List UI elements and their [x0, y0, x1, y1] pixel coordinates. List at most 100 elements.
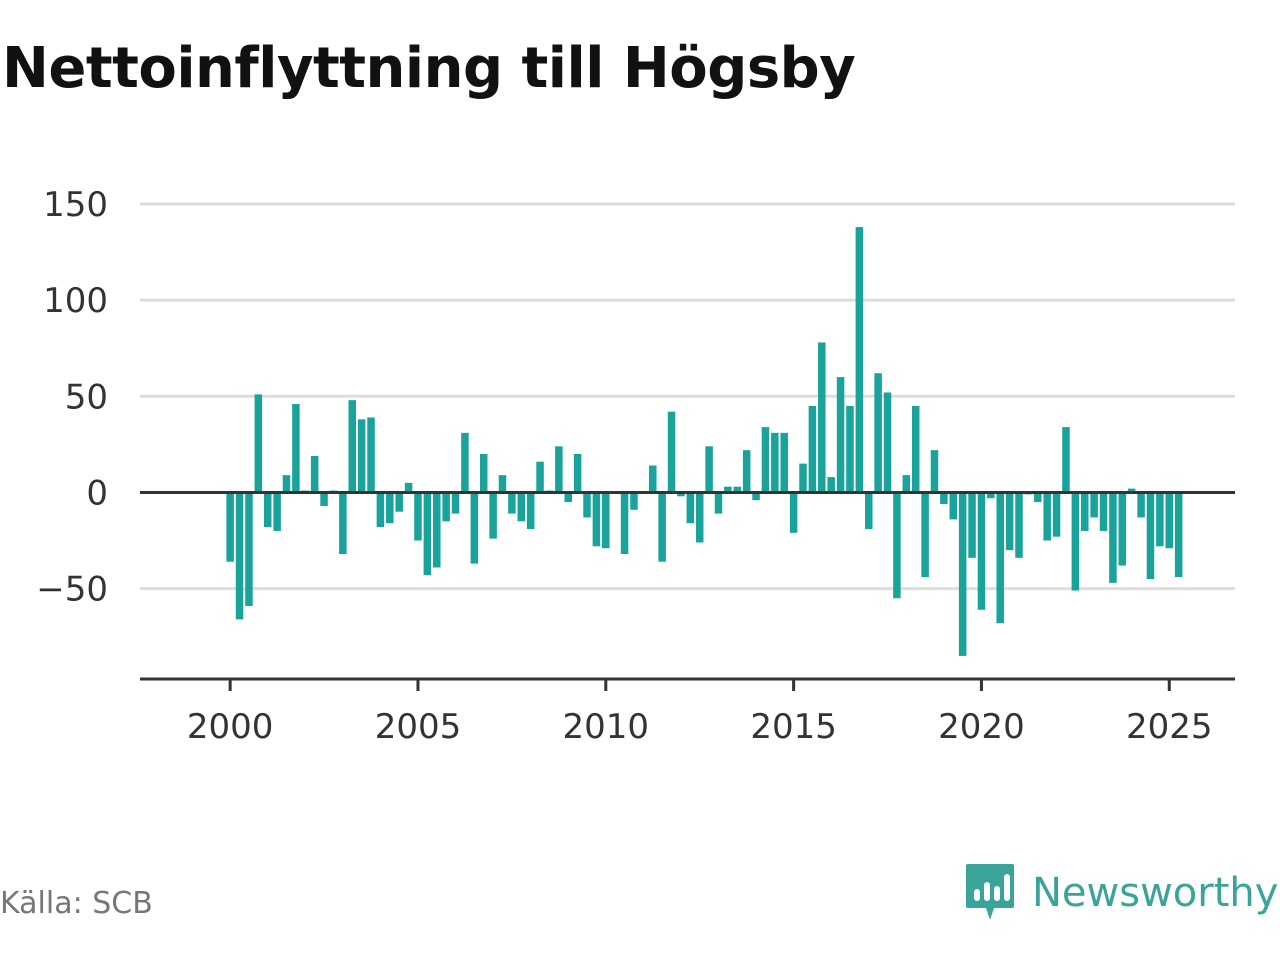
bar — [526, 492, 535, 529]
x-tick-label: 2005 — [375, 707, 462, 747]
bar — [940, 492, 948, 504]
bar — [555, 446, 563, 493]
bar — [1127, 488, 1136, 493]
x-tick-label: 2010 — [563, 707, 650, 747]
bar — [799, 463, 807, 493]
bar — [1165, 492, 1174, 549]
bar — [1118, 492, 1127, 566]
bar — [968, 492, 976, 558]
bar — [423, 492, 432, 576]
bar — [921, 492, 929, 578]
bar — [752, 492, 760, 501]
bar — [602, 492, 610, 549]
bar — [564, 492, 572, 503]
bar — [226, 492, 234, 562]
bar — [1052, 492, 1061, 537]
bar — [1109, 492, 1117, 583]
bar — [508, 492, 516, 514]
bar — [461, 432, 469, 493]
bar — [254, 394, 263, 493]
bar — [292, 404, 300, 493]
y-tick-label: 150 — [43, 185, 108, 225]
bar — [1062, 427, 1070, 493]
bar — [911, 405, 920, 493]
bar — [517, 492, 526, 522]
bar — [649, 465, 657, 493]
bar — [442, 492, 450, 522]
bar — [677, 492, 685, 497]
bar — [376, 492, 385, 528]
bar — [245, 492, 253, 606]
y-tick-label: 50 — [65, 377, 108, 417]
brand-name: Newsworthy — [1032, 870, 1279, 916]
bar — [395, 492, 403, 512]
bar — [836, 377, 845, 493]
bar — [695, 492, 704, 543]
bar — [573, 454, 582, 493]
bar — [1099, 492, 1108, 531]
bar — [864, 492, 873, 529]
bar — [386, 492, 394, 524]
brand-logo: Newsworthy — [964, 862, 1278, 924]
bar — [620, 492, 629, 554]
bar — [902, 475, 911, 493]
bar — [451, 492, 460, 514]
bar — [724, 486, 732, 493]
bar — [789, 492, 798, 533]
bar — [949, 492, 958, 520]
bar — [874, 373, 882, 493]
bar — [1137, 492, 1145, 518]
bar — [1174, 492, 1183, 578]
bar — [498, 475, 507, 493]
bar — [893, 492, 901, 599]
bar — [348, 400, 356, 493]
bar — [592, 492, 601, 547]
bar — [742, 450, 751, 493]
bar — [686, 492, 695, 524]
bar — [705, 446, 713, 493]
chart-title: Nettoinflyttning till Högsby — [2, 36, 856, 101]
bar — [930, 450, 939, 493]
bar — [1015, 492, 1023, 558]
bar — [583, 492, 591, 518]
bar — [489, 492, 497, 539]
bar — [1156, 492, 1164, 547]
y-tick-label: 100 — [43, 281, 108, 321]
bar — [1146, 492, 1155, 579]
x-tick-label: 2020 — [938, 707, 1025, 747]
bar — [273, 492, 281, 531]
bar — [414, 492, 422, 541]
bar — [883, 392, 892, 493]
bar — [263, 492, 272, 528]
y-tick-label: −50 — [36, 570, 108, 610]
bar — [479, 454, 488, 493]
x-tick-label: 2025 — [1126, 707, 1213, 747]
bar — [1005, 492, 1014, 551]
bar — [339, 492, 347, 554]
bar — [630, 492, 638, 510]
bars — [226, 227, 1183, 656]
bar — [733, 486, 742, 493]
bar — [846, 405, 854, 493]
bar — [433, 492, 441, 568]
bar — [977, 492, 986, 610]
bar — [1071, 492, 1080, 591]
bar — [714, 492, 723, 514]
bar — [958, 492, 967, 656]
bar — [310, 455, 319, 493]
bar — [470, 492, 479, 564]
bar — [761, 427, 770, 493]
bar — [1090, 492, 1098, 518]
bar — [987, 492, 995, 499]
x-axis-ticks: 2000 2005 2010 2015 2020 2025 — [187, 679, 1213, 747]
bar — [536, 461, 544, 493]
bar — [827, 477, 835, 493]
bar — [667, 411, 676, 493]
source-label: Källa: SCB — [0, 886, 153, 921]
speech-bubble-bar-chart-icon — [966, 864, 1014, 920]
bar — [818, 342, 826, 493]
bar — [404, 482, 413, 493]
bar — [235, 492, 244, 620]
bar — [855, 227, 864, 493]
